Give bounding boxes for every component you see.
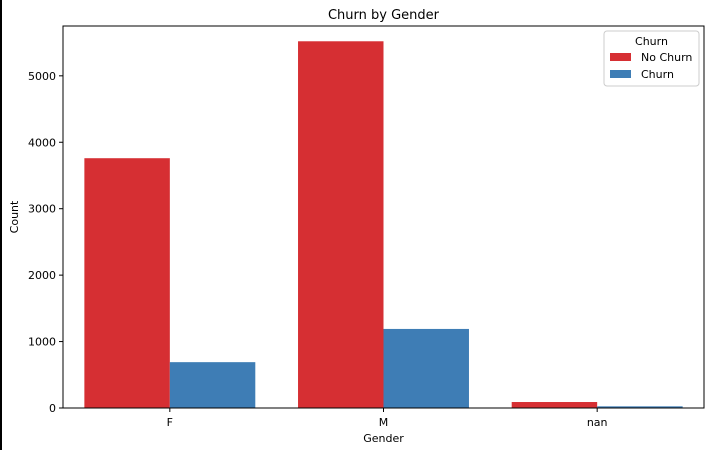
y-tick-label: 2000 [28,269,56,282]
y-axis-label: Count [8,200,21,233]
y-axis-ticks: 0 1000 2000 3000 4000 5000 [28,70,63,415]
legend-swatch-no-churn [610,53,631,61]
bars [84,41,683,408]
y-tick-label: 5000 [28,70,56,83]
y-tick-label: 4000 [28,136,56,149]
y-tick-label: 3000 [28,203,56,216]
x-tick-label: nan [587,416,608,429]
legend-label-no-churn: No Churn [641,51,692,64]
bar-f-churn [169,362,256,408]
x-tick-label: M [379,416,389,429]
y-tick-label: 0 [49,402,56,415]
y-tick-label: 1000 [28,336,56,349]
bar-nan-no-churn [511,402,598,408]
bar-f-no-churn [84,158,170,408]
window-edge [0,0,2,450]
bar-nan-churn [597,406,683,408]
x-axis-label: Gender [363,432,404,445]
chart-title: Churn by Gender [328,8,440,23]
legend-title: Churn [635,35,668,48]
bar-m-churn [383,328,469,408]
legend-label-churn: Churn [641,68,674,81]
legend: Churn No Churn Churn [603,30,700,87]
x-tick-label: F [167,416,173,429]
axes-spines [62,25,705,409]
bar-m-no-churn [298,41,384,408]
legend-swatch-churn [610,70,631,78]
